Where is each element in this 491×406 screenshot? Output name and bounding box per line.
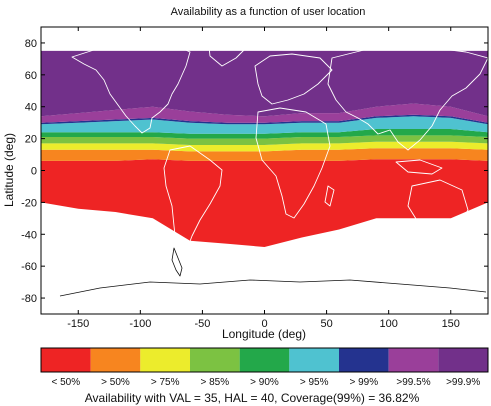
x-tick-label: 100 <box>379 318 397 330</box>
band-level-2 <box>41 148 488 161</box>
x-tick-label: 150 <box>442 318 460 330</box>
x-tick-label: 50 <box>320 318 332 330</box>
colorbar-label: > 75% <box>151 377 180 388</box>
y-tick-label: -80 <box>21 293 37 305</box>
y-tick-label: 60 <box>25 70 37 82</box>
indonesia-outline <box>395 159 443 175</box>
chart-caption: Availability with VAL = 35, HAL = 40, Co… <box>85 391 420 405</box>
x-tick-label: -100 <box>129 318 151 330</box>
greenland-outline <box>207 35 251 67</box>
band-level-3 <box>41 141 488 152</box>
europe-outline <box>254 53 333 105</box>
colorbar-label: > 99% <box>350 377 379 388</box>
x-tick-label: -150 <box>67 318 89 330</box>
colorbar-frame <box>40 347 489 373</box>
colorbar-swatch <box>41 348 91 372</box>
colorbar: < 50% > 50% > 75% > 85% > 90% > 95% > 99% >99.5… <box>40 347 489 388</box>
band-level-4 <box>41 135 488 145</box>
band-level-7 <box>41 114 488 125</box>
y-tick-label: -60 <box>21 261 37 273</box>
x-axis-ticks: -150 -100 -50 0 50 100 150 <box>67 27 460 330</box>
availability-bands <box>41 50 488 247</box>
y-tick-label: -40 <box>21 229 37 241</box>
colorbar-swatch <box>339 348 389 372</box>
colorbar-swatch <box>388 348 439 372</box>
colorbar-label: < 50% <box>52 377 81 388</box>
x-tick-label: 0 <box>261 318 267 330</box>
y-tick-label: 40 <box>25 102 37 114</box>
colorbar-swatch <box>90 348 141 372</box>
colorbar-label: >99.9% <box>446 377 480 388</box>
antarctica-outline <box>59 279 487 297</box>
colorbar-swatch <box>140 348 190 372</box>
new-zealand-outline <box>469 229 481 249</box>
chart-title: Availability as a function of user locat… <box>171 6 366 18</box>
colorbar-label: > 50% <box>101 377 130 388</box>
colorbar-label: >99.5% <box>396 377 430 388</box>
australia-outline <box>407 179 469 229</box>
south-america-outline <box>163 145 223 259</box>
north-america-outline <box>71 42 191 134</box>
colorbar-swatch <box>190 348 240 372</box>
x-axis-label: Longitude (deg) <box>222 327 306 341</box>
y-tick-label: 20 <box>25 134 37 146</box>
madagascar-outline <box>324 185 335 207</box>
asia-outline <box>327 45 488 151</box>
colorbar-label: > 85% <box>201 377 230 388</box>
x-tick-label: -50 <box>194 318 210 330</box>
africa-outline <box>255 107 331 219</box>
y-tick-label: -20 <box>21 197 37 209</box>
colorbar-swatch <box>289 348 339 372</box>
y-axis-ticks: -80 -60 -40 -20 0 20 40 60 80 <box>21 38 488 305</box>
y-axis-label: Latitude (deg) <box>2 133 16 207</box>
colorbar-swatch <box>438 348 488 372</box>
colorbar-label: > 95% <box>300 377 329 388</box>
y-tick-label: 80 <box>25 38 37 50</box>
colorbar-swatch <box>239 348 290 372</box>
band-level-1 <box>41 159 488 247</box>
patagonia-outline <box>171 247 183 277</box>
coastline-map <box>59 35 488 297</box>
band-level-9 <box>41 50 488 117</box>
colorbar-label: > 90% <box>250 377 279 388</box>
y-tick-label: 0 <box>31 166 37 178</box>
band-level-6 <box>41 116 488 134</box>
